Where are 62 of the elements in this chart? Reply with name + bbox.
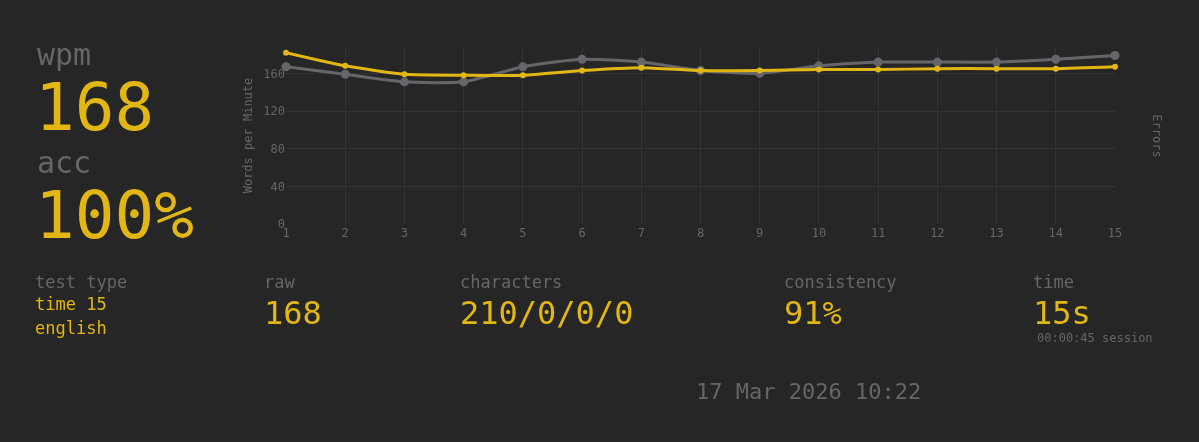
- point: [577, 54, 587, 64]
- point: [756, 67, 763, 74]
- x-tick-label: 10: [811, 226, 827, 240]
- y2-axis-title: Errors: [1149, 114, 1164, 158]
- x-tick-label: 2: [341, 226, 349, 240]
- y-tick-label: 160: [263, 66, 285, 81]
- text: test type: [35, 272, 128, 292]
- y-tick-label: 40: [270, 179, 285, 194]
- y-tick-label: 120: [263, 104, 285, 119]
- text: english: [35, 318, 107, 338]
- x-tick-label: 8: [696, 226, 705, 240]
- x-tick-label: 1: [282, 226, 290, 240]
- point: [1112, 63, 1118, 70]
- point: [934, 65, 941, 72]
- point: [992, 57, 1002, 67]
- y-tick-label: 80: [270, 141, 285, 156]
- point: [815, 66, 822, 73]
- point: [459, 77, 469, 87]
- point: [875, 66, 882, 73]
- x-tick-label: 12: [930, 226, 945, 240]
- point: [340, 69, 350, 79]
- point: [460, 72, 467, 79]
- x-tick-label: 13: [989, 226, 1004, 240]
- text: 15s: [1033, 294, 1091, 332]
- x-tick-label: 6: [578, 226, 586, 240]
- point: [518, 62, 528, 72]
- text: time 15: [35, 294, 107, 314]
- text: 00:00:45 session: [1037, 331, 1153, 345]
- point: [932, 57, 942, 67]
- point: [283, 49, 289, 56]
- x-tick-label: 11: [870, 226, 886, 240]
- text: characters: [460, 272, 563, 292]
- text: consistency: [784, 272, 897, 292]
- x-tick-label: 3: [400, 226, 409, 240]
- x-tick-label: 15: [1107, 226, 1123, 240]
- x-tick-label: 9: [756, 226, 764, 240]
- point: [1051, 54, 1061, 64]
- x-tick-label: 4: [460, 226, 468, 240]
- point: [993, 65, 1000, 72]
- point: [401, 71, 408, 78]
- text: 100%: [35, 177, 194, 254]
- point: [342, 62, 349, 69]
- point: [873, 57, 883, 67]
- text: time: [1033, 272, 1074, 292]
- point: [519, 72, 526, 79]
- x-tick-label: 14: [1048, 226, 1064, 240]
- y-axis-title: Words per Minute: [240, 77, 255, 194]
- x-tick-label: 5: [519, 226, 527, 240]
- point: [638, 64, 645, 71]
- y-tick-label: 0: [277, 217, 285, 232]
- text: acc: [37, 145, 92, 180]
- text: wpm: [37, 37, 92, 72]
- text: 168: [264, 294, 322, 332]
- text: 91%: [784, 294, 842, 332]
- text: 17 Mar 2026 10:22: [696, 379, 922, 404]
- point: [399, 77, 409, 87]
- point: [1110, 50, 1120, 60]
- text: 210/0/0/0: [460, 294, 634, 332]
- point: [579, 67, 586, 74]
- text: raw: [264, 272, 295, 292]
- x-tick-label: 7: [637, 226, 645, 240]
- point: [1052, 65, 1059, 72]
